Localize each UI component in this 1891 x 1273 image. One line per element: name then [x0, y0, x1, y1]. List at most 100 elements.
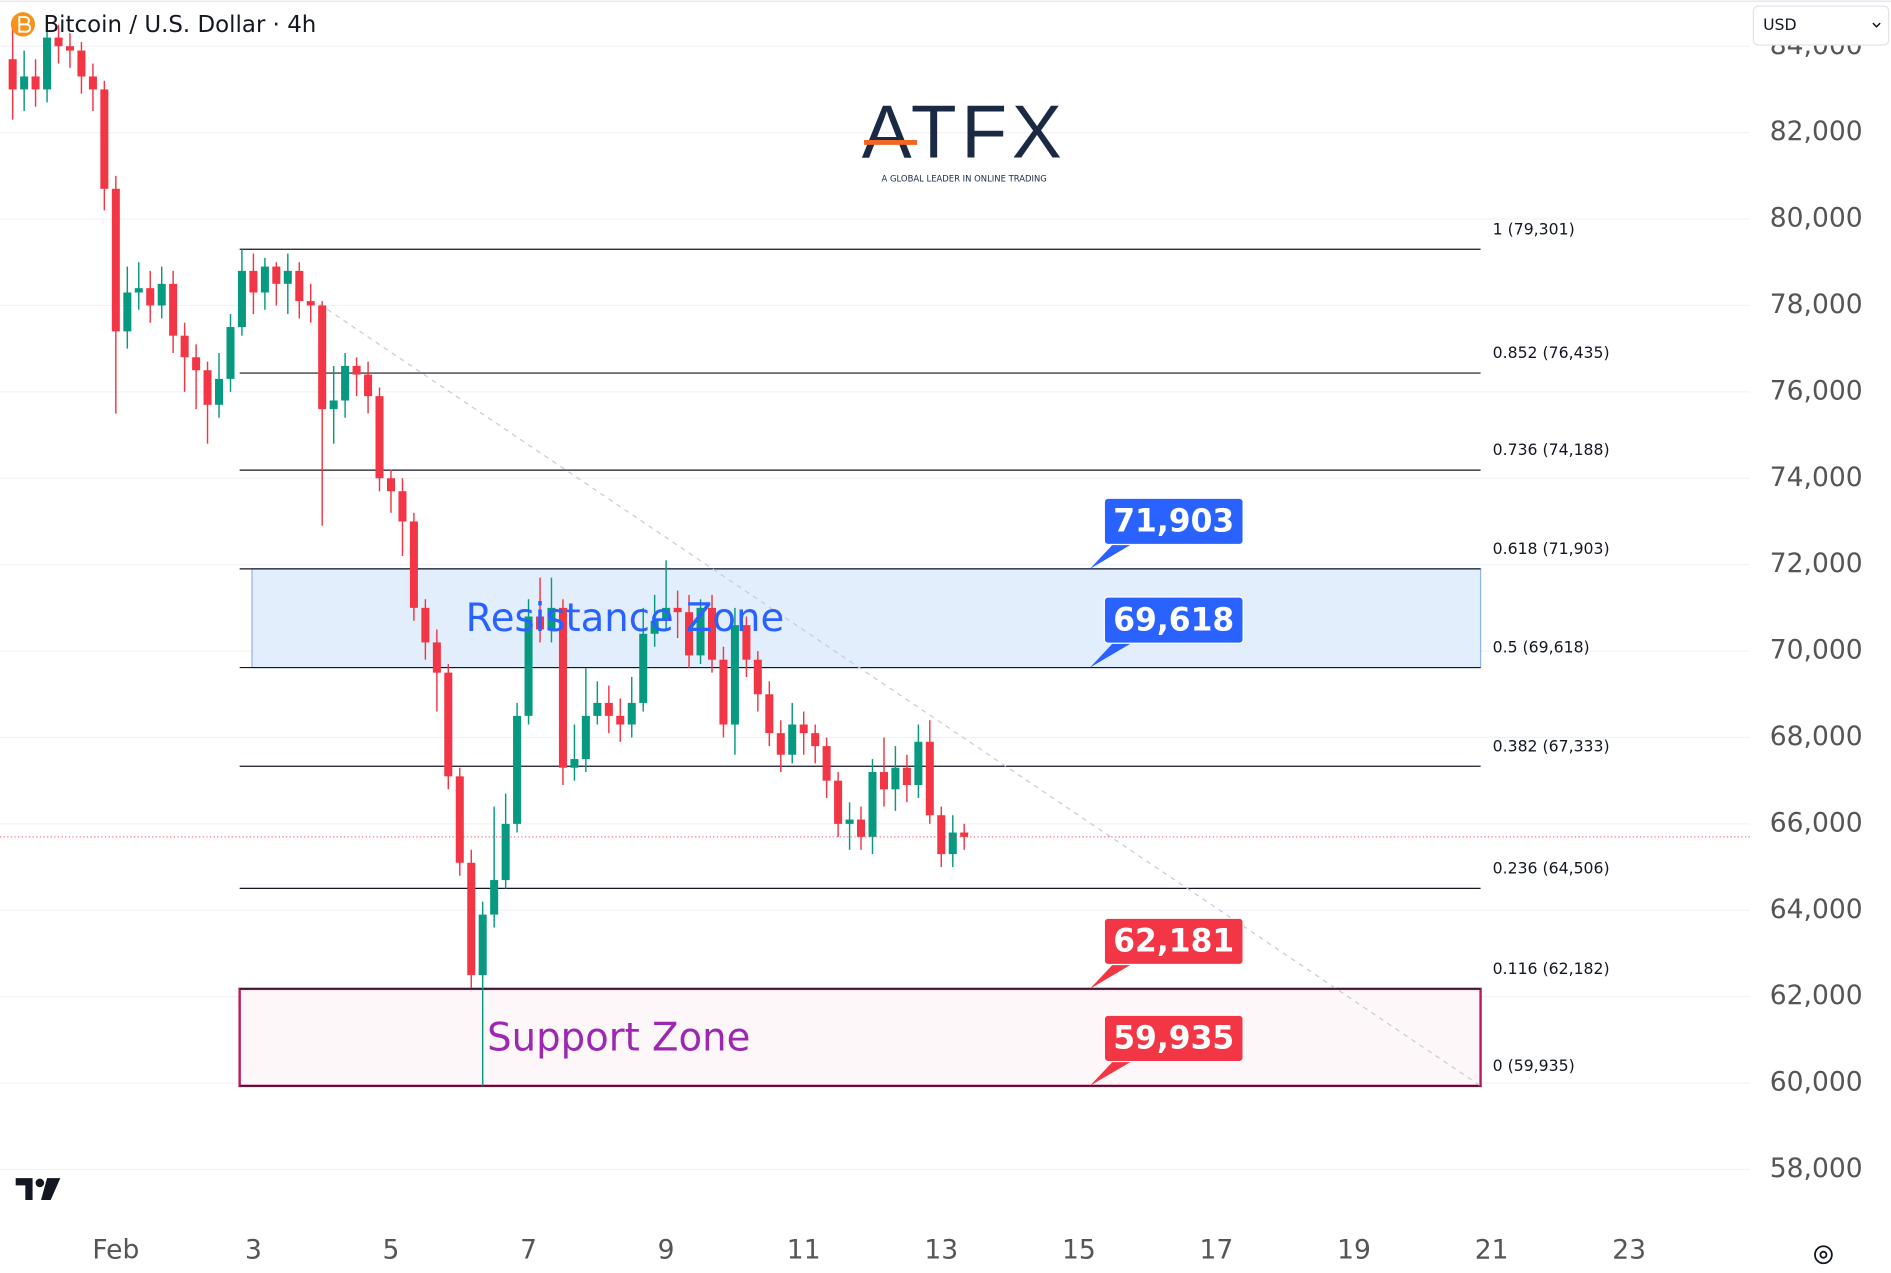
- candle-body: [111, 188, 120, 332]
- candle-body: [570, 759, 579, 768]
- candle-body: [100, 89, 109, 189]
- dropdown-arrow[interactable]: [1872, 22, 1881, 28]
- candle-body: [937, 815, 946, 855]
- candle-body: [478, 914, 487, 976]
- fib-label: 0.5 (69,618): [1493, 638, 1590, 657]
- fib-label: 0.116 (62,182): [1493, 959, 1610, 978]
- candle-body: [364, 374, 373, 397]
- y-tick-label: 70,000: [1770, 634, 1863, 665]
- candle-body: [788, 724, 797, 755]
- candle-body: [776, 733, 785, 755]
- price-tag: [1103, 497, 1244, 546]
- candle-body: [157, 283, 166, 306]
- candle-body: [192, 357, 201, 371]
- tradingview-logo: [15, 1178, 61, 1200]
- candle-body: [169, 283, 178, 336]
- fib-label: 0.382 (67,333): [1493, 736, 1610, 755]
- y-tick-label: 72,000: [1770, 548, 1863, 579]
- candle-body: [203, 370, 212, 405]
- candle-body: [948, 832, 957, 855]
- candle-body: [455, 776, 464, 863]
- candle-body: [547, 607, 556, 630]
- x-tick-label: 3: [245, 1235, 262, 1266]
- y-tick-label: 58,000: [1770, 1153, 1863, 1184]
- candle-body: [639, 633, 648, 703]
- candle-body: [375, 396, 384, 479]
- candle-body: [891, 767, 900, 790]
- candle-body: [822, 746, 831, 781]
- candle-body: [31, 76, 40, 90]
- header: Bitcoin / U.S. Dollar · 4h USD: [10, 5, 1890, 46]
- x-tick-label: 13: [924, 1235, 958, 1266]
- logo-tagline: A GLOBAL LEADER IN ONLINE TRADING: [882, 173, 1047, 183]
- x-tick-label: 9: [658, 1235, 675, 1266]
- candle-body: [765, 694, 774, 734]
- fib-label: 0 (59,935): [1493, 1056, 1575, 1075]
- tv-logo-part: [41, 1178, 61, 1200]
- zone-label: Support Zone: [487, 1015, 750, 1060]
- tv-logo-part: [35, 1178, 45, 1188]
- candle-body: [386, 478, 395, 492]
- plot-area: 58,000 60,000 62,000 64,000 66,000 68,000 70,0…: [0, 20, 1863, 1266]
- candle-body: [272, 266, 281, 284]
- price-tag-label: 59,935: [1113, 1021, 1234, 1057]
- fib-label: 0.618 (71,903): [1493, 539, 1610, 558]
- currency-selector[interactable]: [1752, 5, 1890, 46]
- candle-body: [558, 607, 567, 768]
- zone: [238, 987, 1482, 1088]
- candle-body: [318, 305, 327, 410]
- price-tag-label: 62,181: [1113, 924, 1234, 960]
- candle-body: [88, 76, 97, 90]
- candle-body: [650, 620, 659, 634]
- y-tick-label: 78,000: [1770, 289, 1863, 320]
- y-tick-label: 74,000: [1770, 462, 1863, 493]
- settings-center[interactable]: [1819, 1250, 1828, 1259]
- candle-body: [146, 288, 155, 306]
- candle-body: [501, 823, 510, 881]
- candle-body: [123, 292, 132, 332]
- candle-body: [673, 607, 682, 613]
- candle-body: [8, 59, 17, 90]
- candle-body: [662, 607, 671, 621]
- candle-body: [513, 715, 522, 824]
- logo-name: ATFX: [862, 89, 1067, 173]
- candle-body: [685, 612, 694, 656]
- y-tick-label: 68,000: [1770, 721, 1863, 752]
- symbol-title: Bitcoin / U.S. Dollar · 4h: [43, 12, 316, 38]
- zone-label: Resistance Zone: [466, 596, 785, 641]
- candle-body: [902, 767, 911, 785]
- candle-body: [708, 607, 717, 660]
- candle-body: [341, 365, 350, 401]
- x-tick-label: 5: [383, 1235, 400, 1266]
- price-tag: [1103, 1014, 1244, 1063]
- fib-label: 1 (79,301): [1493, 219, 1575, 238]
- price-tag-label: 71,903: [1113, 504, 1234, 540]
- y-tick-label: 60,000: [1770, 1067, 1863, 1098]
- candle-body: [249, 270, 258, 293]
- candle-body: [845, 819, 854, 824]
- candle-body: [856, 819, 866, 837]
- settings-ring[interactable]: [1814, 1245, 1833, 1265]
- currency-label[interactable]: USD: [1763, 15, 1797, 34]
- trendline: [319, 303, 1481, 1087]
- settings-icon[interactable]: [1814, 1245, 1833, 1265]
- fib-label: 0.736 (74,188): [1493, 440, 1610, 459]
- candle-body: [180, 335, 189, 358]
- candle-body: [719, 659, 728, 725]
- y-tick-label: 76,000: [1770, 375, 1863, 406]
- x-tick-label: 19: [1337, 1235, 1371, 1266]
- candle-body: [799, 724, 808, 734]
- y-tick-label: 82,000: [1770, 116, 1863, 147]
- x-tick-label: Feb: [92, 1235, 139, 1266]
- candle-body: [260, 266, 269, 293]
- candle-body: [215, 378, 224, 405]
- fib-label: 0.236 (64,506): [1493, 858, 1610, 877]
- candle-body: [432, 642, 441, 673]
- fib-label: 0.852 (76,435): [1493, 343, 1610, 362]
- candle-body: [329, 400, 338, 410]
- atfx-logo: ATFX A GLOBAL LEADER IN ONLINE TRADING: [862, 89, 1067, 183]
- candle-body: [65, 46, 74, 51]
- candle-body: [914, 741, 923, 785]
- candle-body: [409, 521, 418, 608]
